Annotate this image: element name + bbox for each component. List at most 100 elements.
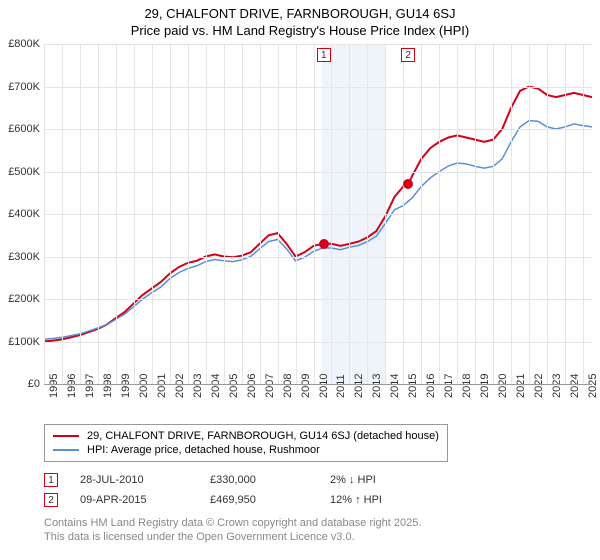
gridline-v xyxy=(367,44,368,384)
x-axis-line xyxy=(44,384,592,385)
gridline-v xyxy=(349,44,350,384)
xtick-label: 2014 xyxy=(389,374,401,398)
sales-row: 209-APR-2015£469,95012% ↑ HPI xyxy=(44,490,450,510)
sales-row-marker: 1 xyxy=(44,473,58,487)
gridline-h xyxy=(44,342,592,343)
xtick-label: 2007 xyxy=(264,374,276,398)
gridline-v xyxy=(529,44,530,384)
xtick-label: 2005 xyxy=(228,374,240,398)
gridline-v xyxy=(296,44,297,384)
sale-marker-dot xyxy=(319,239,329,249)
attribution: Contains HM Land Registry data © Crown c… xyxy=(44,516,421,545)
gridline-v xyxy=(224,44,225,384)
xtick-label: 2024 xyxy=(569,374,581,398)
ytick-label: £800K xyxy=(0,38,40,50)
sales-row-price: £330,000 xyxy=(210,474,330,486)
legend-swatch xyxy=(53,449,79,451)
gridline-v xyxy=(547,44,548,384)
xtick-label: 2003 xyxy=(192,374,204,398)
gridline-v xyxy=(403,44,404,384)
xtick-label: 1997 xyxy=(84,374,96,398)
gridline-v xyxy=(583,44,584,384)
title-line-1: 29, CHALFONT DRIVE, FARNBOROUGH, GU14 6S… xyxy=(0,6,600,21)
gridline-h xyxy=(44,214,592,215)
xtick-label: 2006 xyxy=(246,374,258,398)
sales-table: 1 28-JUL-2010£330,0002% ↓ HPI 209-APR-2015… xyxy=(44,470,450,510)
gridline-h xyxy=(44,172,592,173)
xtick-label: 2004 xyxy=(210,374,222,398)
chart: £0£100K£200K£300K£400K£500K£600K£700K£80… xyxy=(0,44,600,414)
ytick-label: £200K xyxy=(0,293,40,305)
ytick-label: £300K xyxy=(0,251,40,263)
gridline-v xyxy=(206,44,207,384)
xtick-label: 2000 xyxy=(138,374,150,398)
series-hpi xyxy=(44,121,592,340)
xtick-label: 2021 xyxy=(515,374,527,398)
xtick-label: 2002 xyxy=(174,374,186,398)
chart-title-block: 29, CHALFONT DRIVE, FARNBOROUGH, GU14 6S… xyxy=(0,0,600,38)
legend-label: HPI: Average price, detached house, Rush… xyxy=(87,444,320,456)
gridline-v xyxy=(98,44,99,384)
gridline-v xyxy=(457,44,458,384)
gridline-v xyxy=(511,44,512,384)
legend-label: 29, CHALFONT DRIVE, FARNBOROUGH, GU14 6S… xyxy=(87,430,439,442)
gridline-v xyxy=(475,44,476,384)
gridline-v xyxy=(170,44,171,384)
xtick-label: 2010 xyxy=(318,374,330,398)
gridline-v xyxy=(565,44,566,384)
title-line-2: Price paid vs. HM Land Registry's House … xyxy=(0,23,600,38)
gridline-v xyxy=(385,44,386,384)
gridline-v xyxy=(260,44,261,384)
gridline-v xyxy=(62,44,63,384)
xtick-label: 1998 xyxy=(102,374,114,398)
sales-row-date: 28-JUL-2010 xyxy=(80,474,210,486)
xtick-label: 2022 xyxy=(533,374,545,398)
ytick-label: £500K xyxy=(0,166,40,178)
xtick-label: 2012 xyxy=(353,374,365,398)
xtick-label: 2020 xyxy=(497,374,509,398)
xtick-label: 2001 xyxy=(156,374,168,398)
xtick-label: 2017 xyxy=(443,374,455,398)
sales-row-diff: 2% ↓ HPI xyxy=(330,474,450,486)
sale-marker-box: 2 xyxy=(401,48,415,62)
gridline-v xyxy=(493,44,494,384)
xtick-label: 2011 xyxy=(335,374,347,398)
xtick-label: 1999 xyxy=(120,374,132,398)
legend: 29, CHALFONT DRIVE, FARNBOROUGH, GU14 6S… xyxy=(44,424,448,462)
gridline-v xyxy=(421,44,422,384)
ytick-label: £400K xyxy=(0,208,40,220)
xtick-label: 2019 xyxy=(479,374,491,398)
ytick-label: £0 xyxy=(0,378,40,390)
gridline-v xyxy=(116,44,117,384)
gridline-h xyxy=(44,87,592,88)
gridline-v xyxy=(80,44,81,384)
xtick-label: 2023 xyxy=(551,374,563,398)
gridline-v xyxy=(188,44,189,384)
xtick-label: 1995 xyxy=(48,374,60,398)
sales-row-marker: 2 xyxy=(44,493,58,507)
ytick-label: £600K xyxy=(0,123,40,135)
gridline-v xyxy=(242,44,243,384)
gridline-v xyxy=(278,44,279,384)
legend-swatch xyxy=(53,435,79,437)
attribution-line-1: Contains HM Land Registry data © Crown c… xyxy=(44,516,421,530)
gridline-h xyxy=(44,44,592,45)
xtick-label: 2018 xyxy=(461,374,473,398)
gridline-v xyxy=(314,44,315,384)
gridline-v xyxy=(152,44,153,384)
gridline-h xyxy=(44,257,592,258)
gridline-v xyxy=(44,44,45,384)
sales-row-price: £469,950 xyxy=(210,494,330,506)
legend-row: HPI: Average price, detached house, Rush… xyxy=(53,443,439,457)
sale-marker-dot xyxy=(403,179,413,189)
gridline-v xyxy=(331,44,332,384)
gridline-h xyxy=(44,129,592,130)
xtick-label: 2025 xyxy=(587,374,599,398)
sale-marker-box: 1 xyxy=(317,48,331,62)
xtick-label: 2015 xyxy=(407,374,419,398)
sales-row-diff: 12% ↑ HPI xyxy=(330,494,450,506)
attribution-line-2: This data is licensed under the Open Gov… xyxy=(44,530,421,544)
plot-area: £0£100K£200K£300K£400K£500K£600K£700K£80… xyxy=(44,44,592,384)
legend-row: 29, CHALFONT DRIVE, FARNBOROUGH, GU14 6S… xyxy=(53,429,439,443)
ytick-label: £700K xyxy=(0,81,40,93)
